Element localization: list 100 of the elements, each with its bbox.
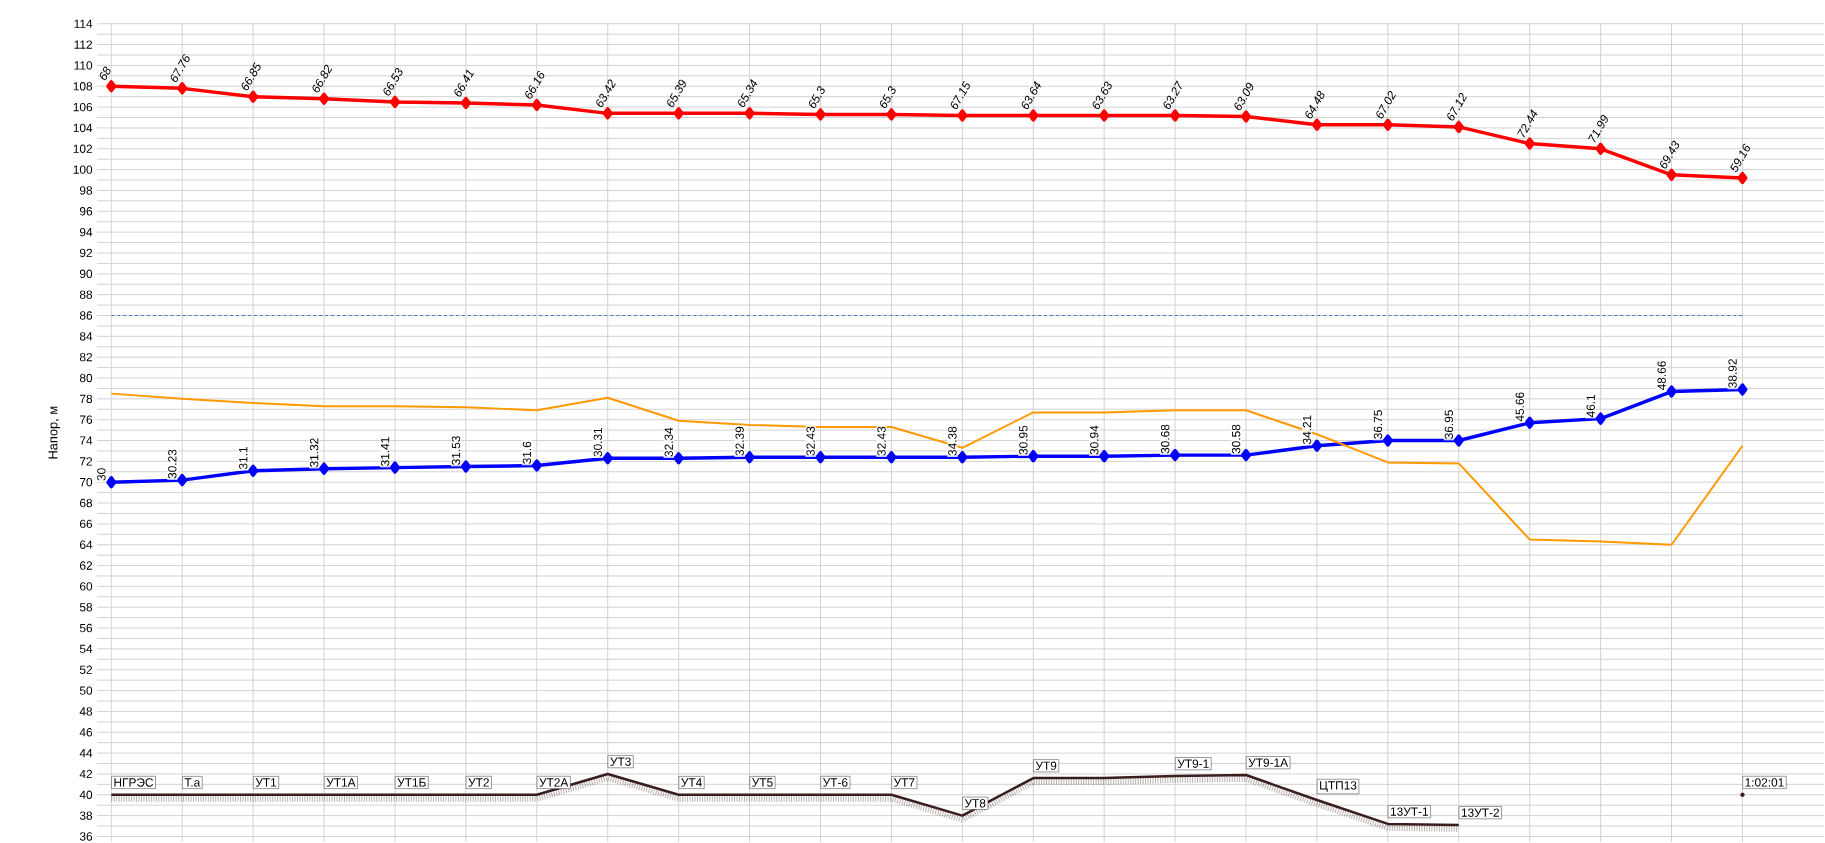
y-tick-label: 62 <box>80 561 93 570</box>
annotation: 30.23 <box>168 449 177 479</box>
annotation: 31.1 <box>239 447 248 470</box>
point <box>1666 168 1677 182</box>
point <box>1524 137 1535 150</box>
point <box>1737 171 1748 185</box>
annotation: 36.95 <box>1444 410 1454 440</box>
point <box>389 95 401 109</box>
x-tick-label: УТ8 <box>964 799 986 808</box>
y-tick-label: 76 <box>80 415 93 425</box>
annotation: 31.41 <box>380 437 390 467</box>
annotation: 30.58 <box>1231 424 1241 454</box>
x-tick-label: УТ9 <box>1035 761 1057 771</box>
point <box>1099 450 1110 463</box>
annotation: 34.38 <box>948 426 957 456</box>
x-tick-label: ЦТП13 <box>1320 781 1357 793</box>
y-tick-label: 40 <box>79 790 93 800</box>
y-tick-label: 84 <box>79 332 93 341</box>
point <box>1666 385 1677 398</box>
point <box>1240 449 1252 462</box>
point <box>1170 109 1181 122</box>
y-tick-label: 82 <box>79 353 93 362</box>
y-tick-label: 58 <box>79 603 93 612</box>
annotation: 30.68 <box>1160 424 1170 454</box>
point <box>318 462 330 476</box>
x-tick-label: УТ9-1 <box>1177 759 1209 769</box>
point <box>248 90 259 104</box>
y-tick-label: 56 <box>79 624 93 633</box>
point <box>177 82 188 95</box>
y-tick-label: 90 <box>79 269 93 279</box>
point <box>106 476 117 489</box>
annotation: 31.32 <box>309 438 319 468</box>
x-tick-label: 13УТ-2 <box>1461 808 1499 818</box>
point <box>886 108 897 121</box>
x-tick-label: Т.а <box>184 778 201 787</box>
point <box>673 452 684 465</box>
y-tick-label: 54 <box>79 644 93 654</box>
y-tick-label: 60 <box>80 582 93 591</box>
point <box>673 107 684 120</box>
x-tick-label: УТ1 <box>255 778 277 787</box>
point <box>815 108 826 121</box>
x-tick-label: УТ-6 <box>823 778 848 787</box>
y-tick-label: 66 <box>80 519 93 529</box>
point <box>1453 120 1464 134</box>
point <box>389 461 401 474</box>
point <box>1382 118 1393 132</box>
y-tick-label: 70 <box>80 478 93 487</box>
annotation: 30.95 <box>1019 425 1028 455</box>
y-tick-label: 104 <box>73 123 93 133</box>
y-tick-label: 110 <box>74 61 93 70</box>
y-tick-label: 74 <box>80 436 93 445</box>
y-tick-label: 36 <box>79 832 93 841</box>
y-tick-label: 96 <box>79 207 93 216</box>
x-tick-label: УТ2А <box>539 778 569 787</box>
y-tick-label: 106 <box>73 103 93 112</box>
y-tick-label: 88 <box>79 290 93 300</box>
annotation: 30.31 <box>593 428 603 457</box>
y-tick-label: 38 <box>79 811 93 820</box>
y-tick-label: 112 <box>74 40 93 49</box>
point <box>177 474 188 487</box>
annotation: 30.94 <box>1090 425 1099 455</box>
y-tick-label: 78 <box>80 394 93 404</box>
y-tick-label: 92 <box>79 248 93 258</box>
y-tick-label: 100 <box>73 165 93 174</box>
x-tick-label: УТ9-1А <box>1248 758 1289 768</box>
y-tick-label: 64 <box>80 540 93 550</box>
x-tick-label: УТ5 <box>752 778 773 787</box>
y-tick-label: 94 <box>79 228 93 237</box>
point <box>1595 142 1606 156</box>
point <box>744 451 755 464</box>
point <box>602 452 613 465</box>
x-tick-label: УТ1Б <box>397 778 426 787</box>
y-tick-label: 44 <box>79 749 93 758</box>
y-tick-label: 50 <box>79 686 93 695</box>
x-tick-label: УТ7 <box>893 778 915 787</box>
point <box>1028 109 1039 122</box>
y-tick-label: 72 <box>80 457 93 466</box>
point <box>1740 792 1745 798</box>
line-series <box>110 392 1744 546</box>
point <box>460 460 471 473</box>
annotation: 32.43 <box>806 426 815 456</box>
point <box>1170 449 1181 462</box>
y-axis-title: Напор, м <box>48 406 61 459</box>
y-tick-label: 98 <box>79 186 93 195</box>
y-tick-label: 114 <box>74 19 93 29</box>
x-tick-label: 1:02:01 <box>1745 778 1784 787</box>
point <box>318 92 330 106</box>
annotation: 45.66 <box>1515 392 1524 422</box>
x-tick-label: УТ1А <box>326 778 356 787</box>
annotation: 31.53 <box>451 436 461 466</box>
y-tick-label: 108 <box>73 82 93 91</box>
point <box>1524 416 1535 430</box>
annotation: 32.43 <box>877 426 886 456</box>
point <box>1311 118 1323 132</box>
y-tick-label: 80 <box>79 373 93 383</box>
point <box>1382 434 1393 447</box>
x-tick-label: УТ3 <box>610 757 631 766</box>
annotation: 38.92 <box>1728 359 1737 388</box>
point <box>248 464 259 478</box>
annotation: 68 <box>99 66 111 81</box>
